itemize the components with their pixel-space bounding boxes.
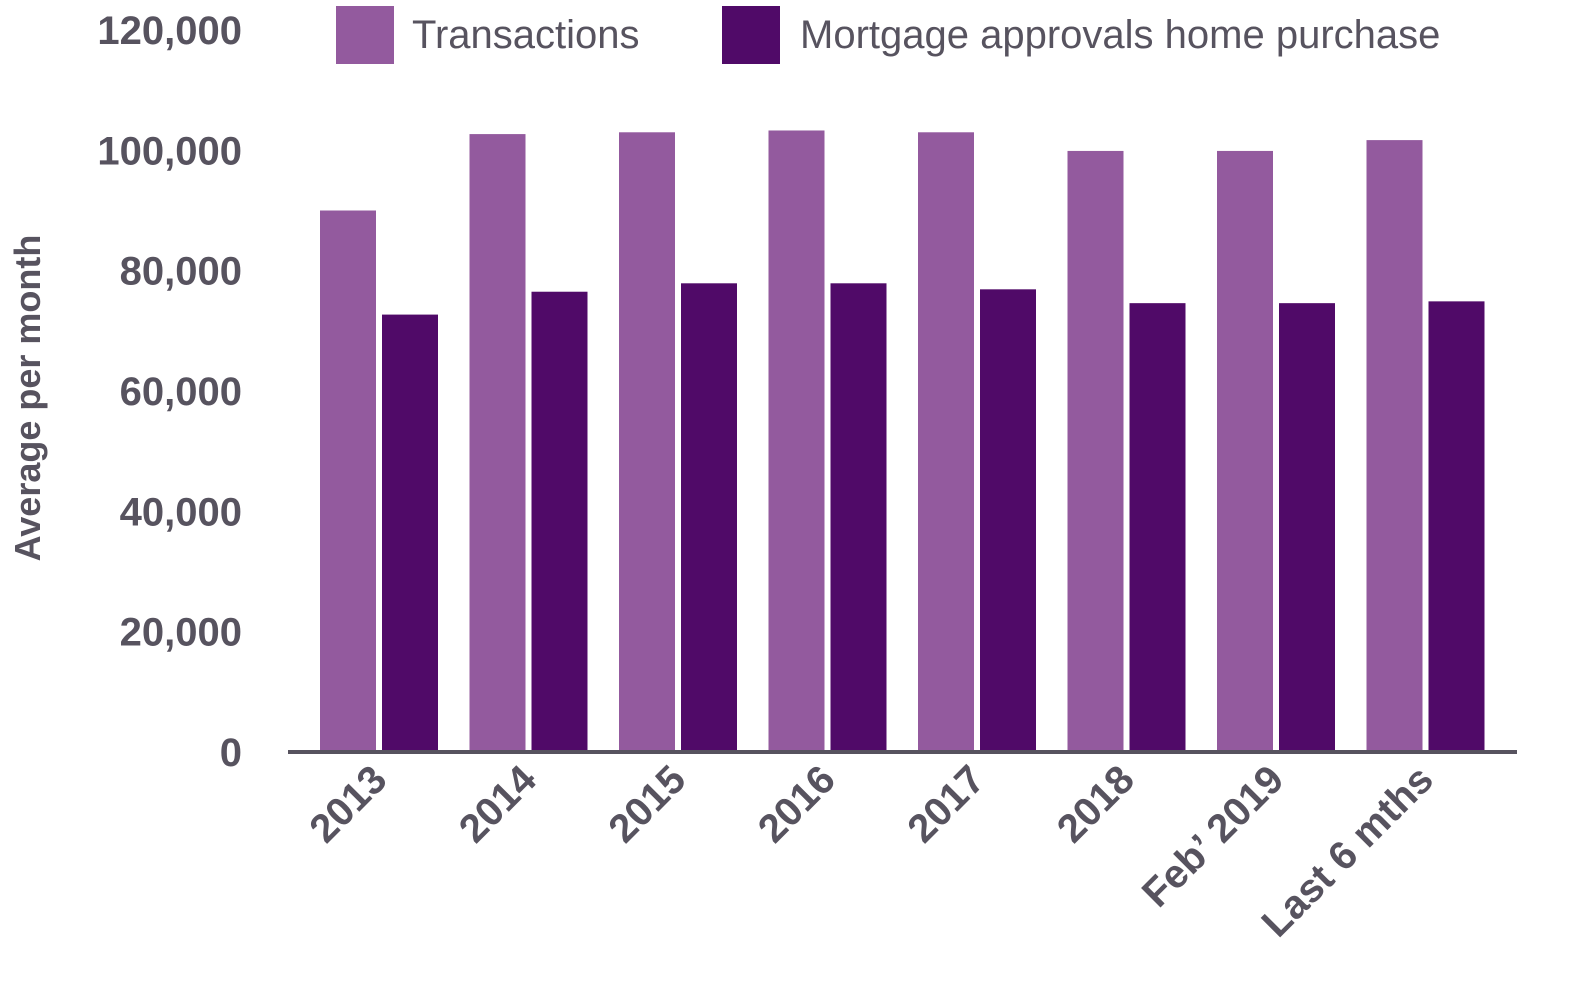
bar-mortgage-approvals <box>531 291 588 752</box>
y-tick-label: 0 <box>220 731 242 775</box>
bar-transactions <box>768 130 825 752</box>
y-axis-label: Average per month <box>7 235 48 562</box>
y-tick-label: 60,000 <box>120 370 242 414</box>
y-tick-label: 40,000 <box>120 490 242 534</box>
bar-mortgage-approvals <box>1279 303 1335 752</box>
bar-transactions <box>1217 150 1273 752</box>
bar-transactions <box>469 134 526 753</box>
x-tick-label: 2016 <box>750 757 844 851</box>
legend: Transactions Mortgage approvals home pur… <box>336 6 1440 64</box>
x-tick-label: Feb’ 2019 <box>1134 757 1292 915</box>
x-tick-label: 2018 <box>1049 757 1143 851</box>
bar-transactions <box>320 210 376 752</box>
legend-label-mortgage: Mortgage approvals home purchase <box>800 13 1440 57</box>
bar-transactions <box>1067 150 1124 752</box>
y-tick-label: 20,000 <box>120 611 242 655</box>
legend-label-transactions: Transactions <box>412 13 640 57</box>
legend-swatch-mortgage <box>722 6 780 64</box>
bar-transactions <box>918 132 974 753</box>
y-tick-label: 100,000 <box>97 129 242 173</box>
x-tick-label: 2014 <box>451 757 546 852</box>
y-tick-label: 80,000 <box>120 250 242 294</box>
bar-transactions <box>1366 140 1423 753</box>
bar-mortgage-approvals <box>1129 303 1186 752</box>
legend-swatch-transactions <box>336 6 394 64</box>
bar-transactions <box>619 132 675 753</box>
x-tick-label: 2013 <box>301 757 395 851</box>
x-tick-label: 2017 <box>899 757 993 851</box>
bar-mortgage-approvals <box>681 283 737 752</box>
bar-mortgage-approvals <box>1428 301 1485 752</box>
x-tick-label: 2015 <box>600 757 694 851</box>
bar-mortgage-approvals <box>830 283 887 752</box>
bar-mortgage-approvals <box>980 289 1036 752</box>
bar-mortgage-approvals <box>382 314 438 752</box>
y-tick-label: 120,000 <box>97 9 242 53</box>
